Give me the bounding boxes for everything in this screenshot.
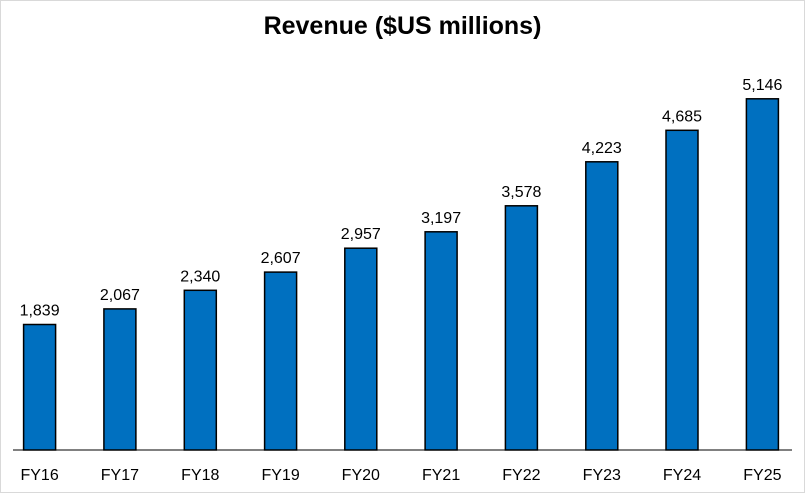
bar-fy20	[344, 247, 378, 451]
x-tick-label-fy24: FY24	[663, 467, 701, 484]
data-label-fy16: 1,839	[20, 303, 60, 320]
x-tick-label-fy23: FY23	[583, 467, 621, 484]
x-tick-label-fy18: FY18	[181, 467, 219, 484]
x-tick-label-fy16: FY16	[20, 467, 58, 484]
data-label-fy24: 4,685	[662, 108, 702, 125]
x-tick-labels-group: FY16 FY17 FY18 FY19 FY20 FY21 FY22 FY23 FY24 FY25	[20, 467, 781, 484]
x-tick-label-fy22: FY22	[502, 467, 540, 484]
x-tick-label-fy19: FY19	[261, 467, 299, 484]
bar-fy24	[665, 129, 699, 451]
data-label-fy25: 5,146	[742, 77, 782, 94]
data-label-fy18: 2,340	[180, 268, 220, 285]
data-label-fy23: 4,223	[582, 140, 622, 157]
x-tick-label-fy17: FY17	[101, 467, 139, 484]
bar-fy23	[585, 161, 619, 451]
data-label-fy17: 2,067	[100, 287, 140, 304]
chart-title: Revenue ($US millions)	[263, 12, 542, 40]
bar-fy25	[745, 98, 780, 451]
bar-fy17	[103, 308, 137, 451]
x-tick-label-fy25: FY25	[743, 467, 781, 484]
x-tick-label-fy20: FY20	[342, 467, 380, 484]
bar-fy19	[263, 271, 298, 451]
x-tick-label-fy21: FY21	[422, 467, 460, 484]
data-label-fy22: 3,578	[501, 184, 541, 201]
bar-fy22	[504, 205, 539, 451]
data-label-fy20: 2,957	[341, 226, 381, 243]
bars-group	[22, 98, 780, 451]
data-label-fy21: 3,197	[421, 210, 461, 227]
bar-fy18	[183, 289, 218, 451]
bar-fy21	[424, 231, 458, 451]
bar-fy16	[22, 323, 57, 451]
data-labels-group: 1,839 2,067 2,340 2,607 2,957 3,197 3,578 4,223…	[20, 77, 783, 320]
data-label-fy19: 2,607	[261, 250, 301, 267]
